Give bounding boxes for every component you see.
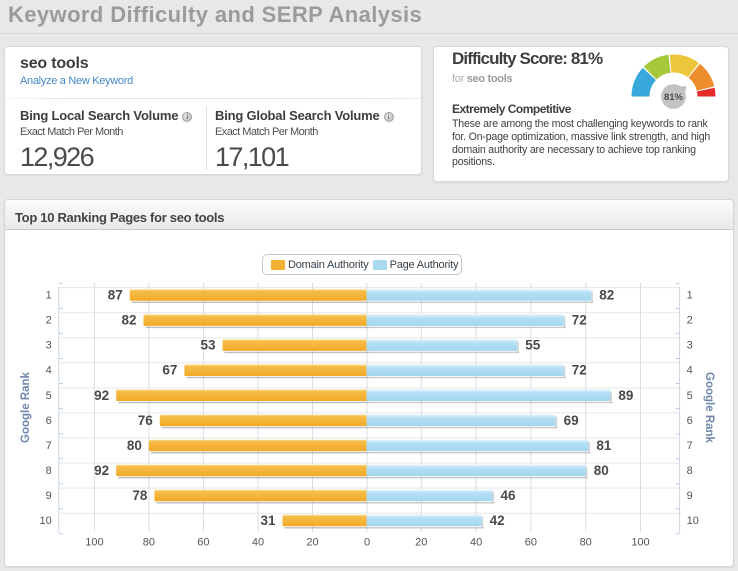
svg-text:3: 3 bbox=[687, 340, 693, 352]
svg-text:10: 10 bbox=[687, 515, 699, 527]
svg-text:80: 80 bbox=[594, 463, 609, 478]
svg-text:40: 40 bbox=[252, 537, 264, 549]
svg-text:1: 1 bbox=[687, 290, 693, 302]
svg-text:78: 78 bbox=[132, 488, 148, 503]
svg-text:76: 76 bbox=[138, 413, 154, 428]
svg-text:55: 55 bbox=[525, 338, 541, 353]
svg-text:60: 60 bbox=[525, 537, 537, 549]
svg-text:7: 7 bbox=[46, 440, 52, 452]
svg-text:1: 1 bbox=[46, 290, 52, 302]
svg-text:80: 80 bbox=[143, 537, 155, 549]
svg-text:92: 92 bbox=[94, 463, 109, 478]
svg-text:9: 9 bbox=[687, 490, 693, 502]
svg-text:5: 5 bbox=[687, 390, 693, 402]
svg-text:31: 31 bbox=[260, 513, 276, 528]
svg-text:82: 82 bbox=[599, 288, 614, 303]
svg-text:42: 42 bbox=[490, 513, 505, 528]
svg-text:67: 67 bbox=[162, 363, 177, 378]
svg-text:4: 4 bbox=[687, 365, 693, 377]
svg-text:72: 72 bbox=[572, 313, 587, 328]
svg-text:20: 20 bbox=[306, 537, 318, 549]
svg-text:20: 20 bbox=[415, 537, 427, 549]
svg-text:0: 0 bbox=[364, 537, 370, 549]
svg-text:6: 6 bbox=[687, 415, 693, 427]
svg-text:Google Rank: Google Rank bbox=[703, 372, 715, 444]
svg-text:7: 7 bbox=[687, 440, 693, 452]
svg-text:2: 2 bbox=[46, 315, 52, 327]
svg-text:5: 5 bbox=[46, 390, 52, 402]
svg-text:60: 60 bbox=[197, 537, 209, 549]
svg-text:10: 10 bbox=[40, 515, 52, 527]
svg-text:72: 72 bbox=[572, 363, 587, 378]
svg-text:81%: 81% bbox=[664, 92, 684, 103]
svg-text:87: 87 bbox=[108, 288, 123, 303]
svg-text:Google Rank: Google Rank bbox=[20, 371, 32, 443]
svg-text:81: 81 bbox=[596, 438, 612, 453]
svg-text:4: 4 bbox=[46, 365, 52, 377]
svg-text:69: 69 bbox=[564, 413, 579, 428]
svg-text:82: 82 bbox=[121, 313, 136, 328]
svg-text:100: 100 bbox=[631, 537, 649, 549]
svg-text:53: 53 bbox=[200, 338, 216, 353]
svg-text:8: 8 bbox=[687, 465, 693, 477]
svg-text:6: 6 bbox=[46, 415, 52, 427]
svg-text:2: 2 bbox=[687, 315, 693, 327]
svg-text:9: 9 bbox=[46, 490, 52, 502]
svg-text:100: 100 bbox=[85, 537, 103, 549]
svg-text:46: 46 bbox=[501, 488, 517, 503]
svg-text:40: 40 bbox=[470, 537, 482, 549]
svg-text:89: 89 bbox=[618, 388, 633, 403]
svg-text:92: 92 bbox=[94, 388, 109, 403]
svg-text:3: 3 bbox=[46, 340, 52, 352]
svg-text:80: 80 bbox=[580, 537, 592, 549]
svg-text:80: 80 bbox=[127, 438, 142, 453]
svg-text:8: 8 bbox=[46, 465, 52, 477]
